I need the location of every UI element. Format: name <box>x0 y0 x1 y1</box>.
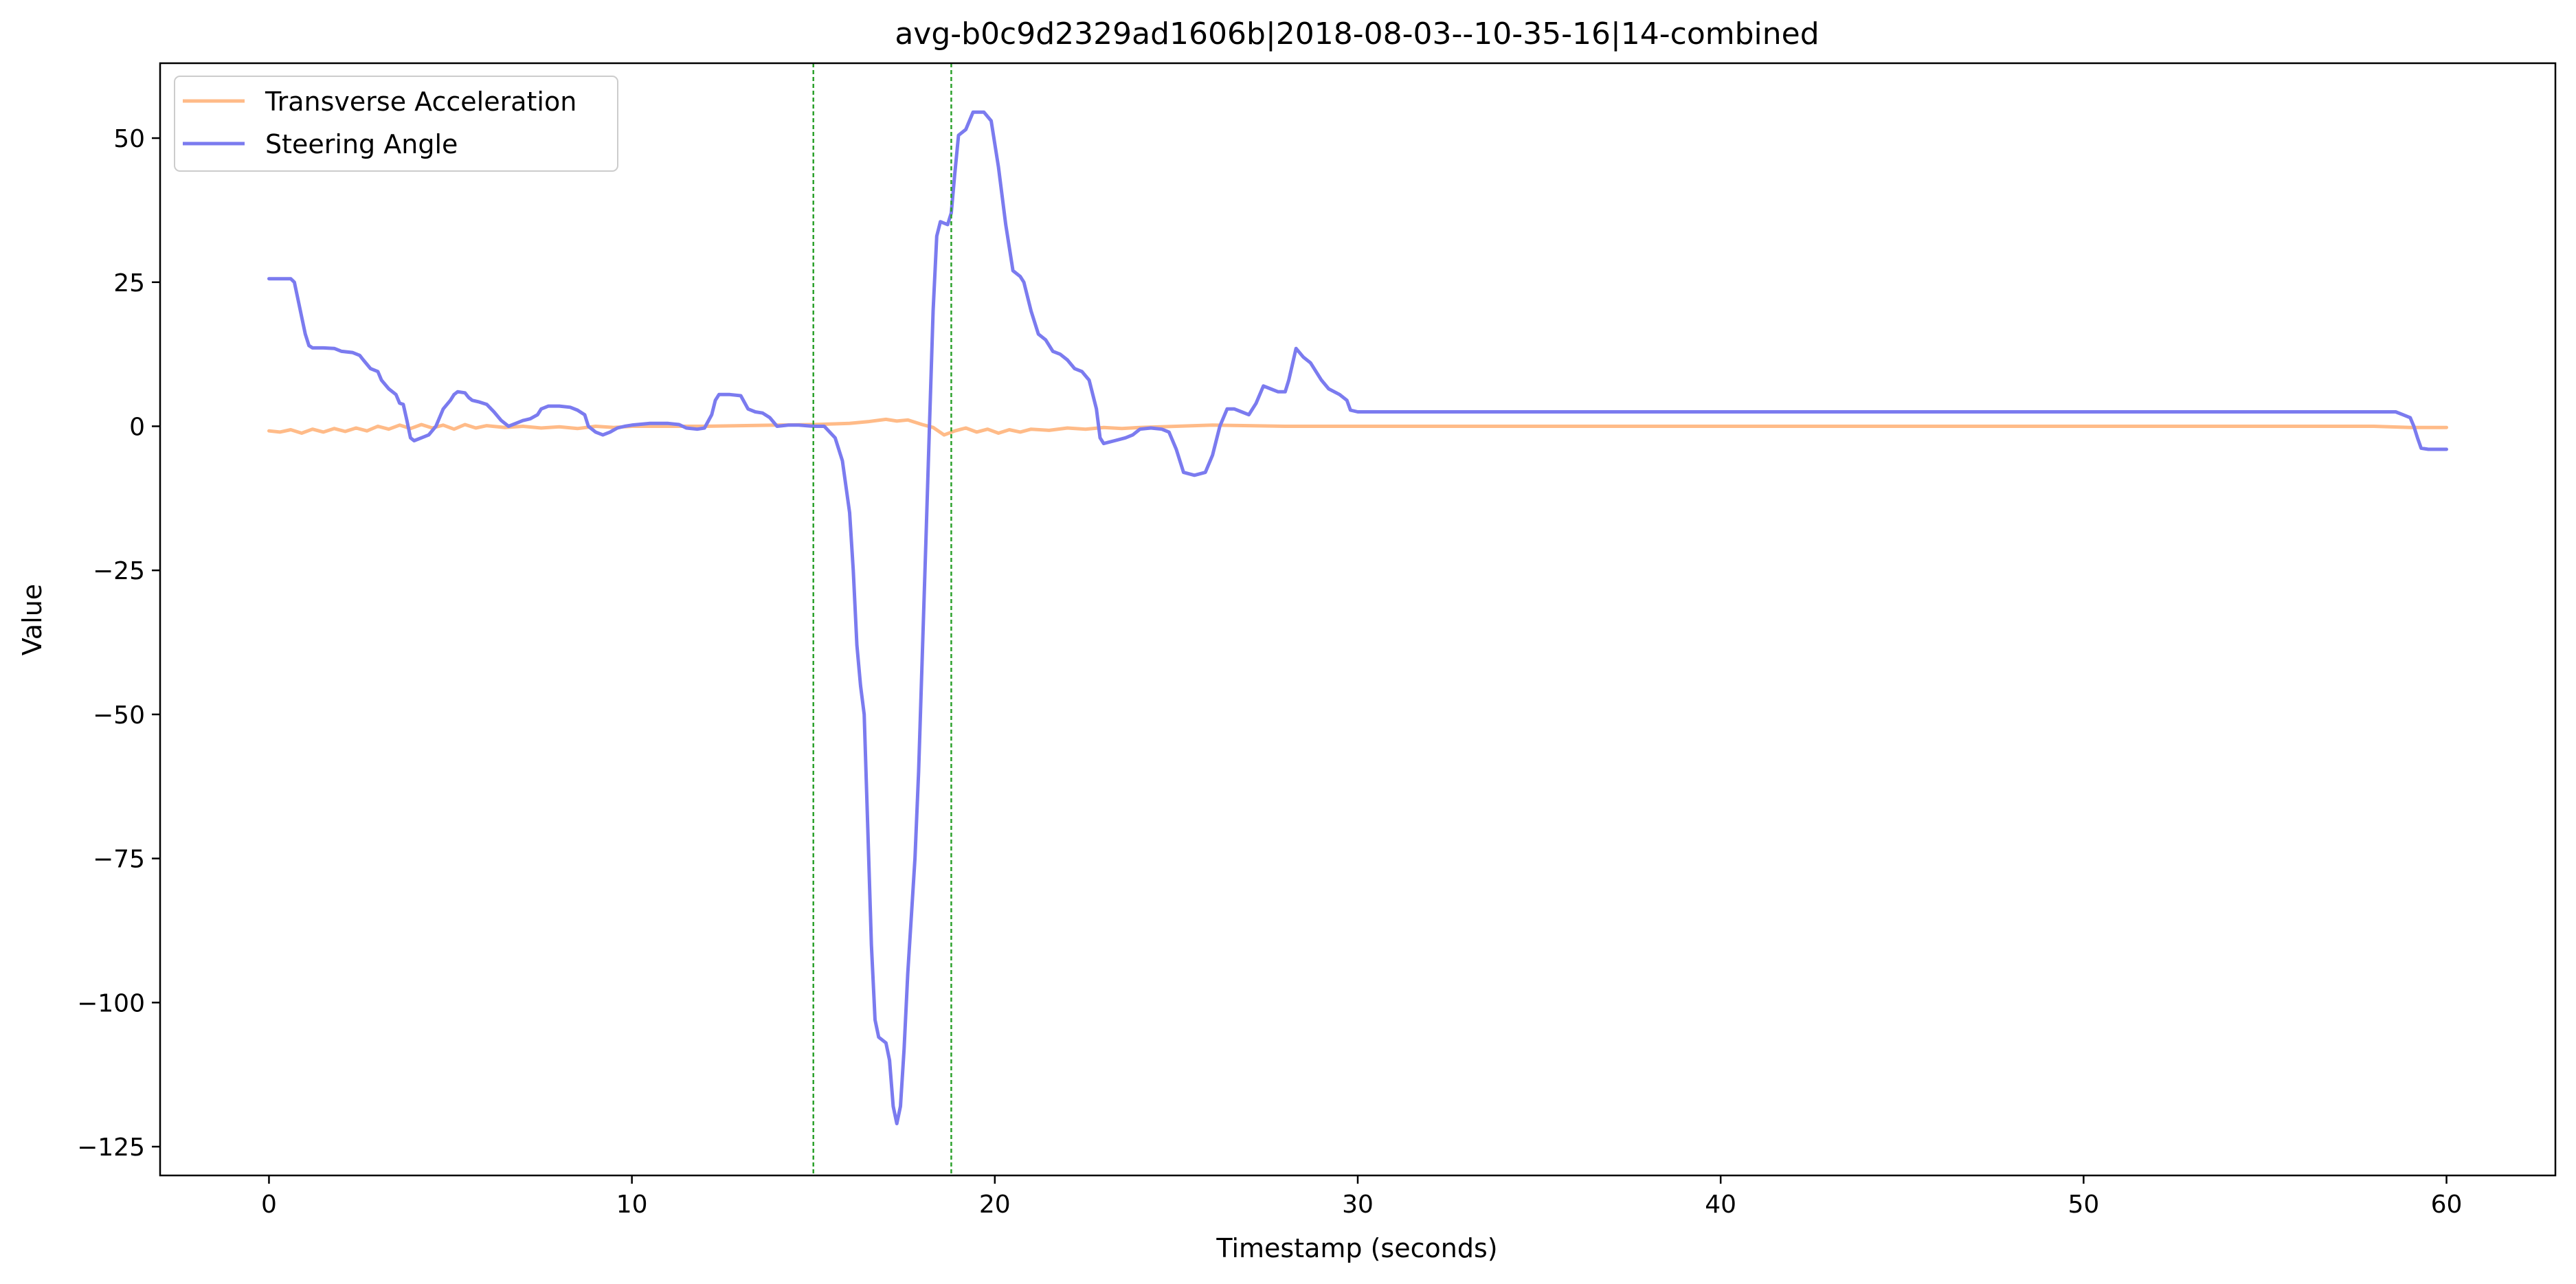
vline-layer <box>812 63 952 1175</box>
series-line-transverse-acceleration <box>267 417 2448 437</box>
y-tick-label: −125 <box>77 1134 145 1162</box>
y-tick-label: 50 <box>113 125 145 153</box>
x-tick-label: 40 <box>1705 1191 1736 1219</box>
plot-area-frame <box>159 62 2557 1177</box>
legend-label-steering-angle: Steering Angle <box>265 129 458 159</box>
chart-title: avg-b0c9d2329ad1606b|2018-08-03--10-35-1… <box>895 16 1819 52</box>
x-axis-label: Timestamp (seconds) <box>1216 1233 1497 1263</box>
y-tick-label: −100 <box>77 989 145 1017</box>
x-tick-label: 10 <box>616 1191 648 1219</box>
x-tick-label: 50 <box>2068 1191 2099 1219</box>
legend: Transverse Acceleration Steering Angle <box>174 76 618 172</box>
x-axis-ticks: 0 10 20 30 40 50 60 <box>261 1175 2462 1219</box>
legend-label-transverse-acceleration: Transverse Acceleration <box>265 87 576 117</box>
x-tick-label: 60 <box>2431 1191 2463 1219</box>
legend-box <box>174 76 618 172</box>
y-axis-label: Value <box>17 584 47 655</box>
y-tick-label: −25 <box>93 557 145 585</box>
x-tick-label: 30 <box>1342 1191 1374 1219</box>
y-tick-label: −75 <box>93 846 145 874</box>
series-line-steering-angle <box>267 110 2448 1125</box>
y-tick-label: 25 <box>113 269 145 297</box>
y-axis-ticks: 50 25 0 −25 −50 −75 −100 −125 <box>77 125 160 1162</box>
y-tick-label: −50 <box>93 701 145 730</box>
series-layer <box>267 110 2448 1125</box>
x-tick-label: 0 <box>261 1191 277 1219</box>
x-tick-label: 20 <box>979 1191 1011 1219</box>
y-tick-label: 0 <box>129 413 145 441</box>
